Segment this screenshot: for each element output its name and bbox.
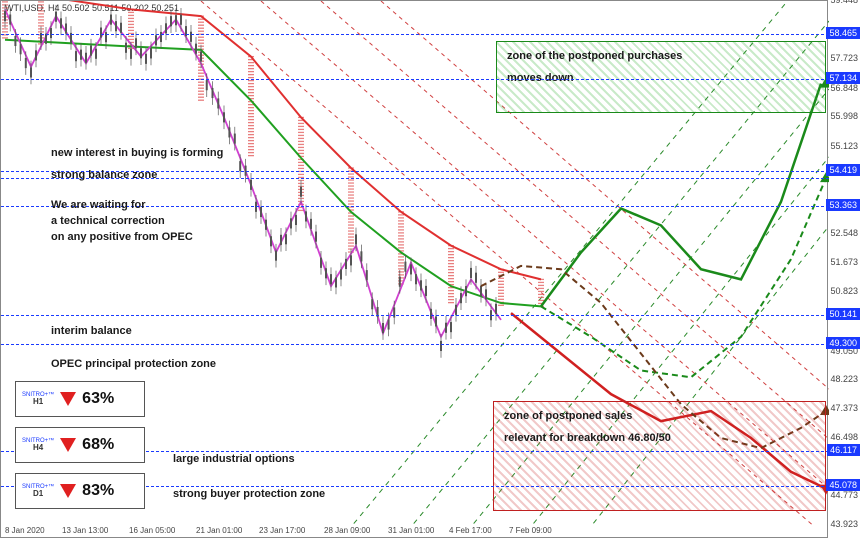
x-tick: 8 Jan 2020 bbox=[5, 526, 45, 535]
y-tick: 55.998 bbox=[830, 111, 858, 121]
y-level-marker: 45.078 bbox=[826, 479, 860, 491]
y-level-marker: 57.134 bbox=[826, 72, 860, 84]
y-axis: 59.448 57.723 56.848 55.998 55.123 52.548 51.6… bbox=[828, 0, 860, 538]
y-tick: 57.723 bbox=[830, 53, 858, 63]
chart-annotation: a technical correction bbox=[51, 215, 165, 227]
horizontal-level bbox=[1, 315, 829, 316]
y-tick: 50.823 bbox=[830, 286, 858, 296]
chart-annotation: large industrial options bbox=[173, 453, 295, 465]
y-tick: 55.123 bbox=[830, 141, 858, 151]
y-level-marker: 50.141 bbox=[826, 308, 860, 320]
chart-annotation: new interest in buying is forming bbox=[51, 147, 223, 159]
y-tick: 43.923 bbox=[830, 519, 858, 529]
x-axis: 8 Jan 2020 13 Jan 13:00 16 Jan 05:00 21 Jan… bbox=[1, 523, 829, 537]
x-tick: 7 Feb 09:00 bbox=[509, 526, 552, 535]
y-tick: 47.373 bbox=[830, 403, 858, 413]
horizontal-level bbox=[1, 344, 829, 345]
x-tick: 31 Jan 01:00 bbox=[388, 526, 434, 535]
zone-label: relevant for breakdown 46.80/50 bbox=[504, 432, 671, 444]
y-level-marker: 58.465 bbox=[826, 27, 860, 39]
chart-annotation: interim balance bbox=[51, 325, 132, 337]
y-tick: 59.448 bbox=[830, 0, 858, 5]
chart-annotation: We are waiting for bbox=[51, 199, 146, 211]
arrow-down-icon bbox=[60, 438, 76, 452]
x-tick: 21 Jan 01:00 bbox=[196, 526, 242, 535]
horizontal-level bbox=[1, 79, 829, 80]
chart-annotation: on any positive from OPEC bbox=[51, 231, 193, 243]
horizontal-level bbox=[1, 34, 829, 35]
y-tick: 48.223 bbox=[830, 374, 858, 384]
zone-label: zone of the postponed purchases bbox=[507, 50, 682, 62]
chart-annotation: strong buyer protection zone bbox=[173, 488, 325, 500]
arrow-down-icon bbox=[60, 484, 76, 498]
sell-zone: zone of postponed sales relevant for brea… bbox=[493, 401, 826, 511]
x-tick: 16 Jan 05:00 bbox=[129, 526, 175, 535]
price-chart[interactable]: WTI,USD, H4 50.502 50.511 50.202 50.251 … bbox=[0, 0, 828, 538]
x-tick: 4 Feb 17:00 bbox=[449, 526, 492, 535]
y-level-marker: 53.363 bbox=[826, 199, 860, 211]
y-level-marker: 49.300 bbox=[826, 337, 860, 349]
buy-zone: zone of the postponed purchases moves dow… bbox=[496, 41, 826, 113]
zone-label: zone of postponed sales bbox=[504, 410, 632, 422]
zone-label: moves down bbox=[507, 72, 574, 84]
x-tick: 23 Jan 17:00 bbox=[259, 526, 305, 535]
y-tick: 52.548 bbox=[830, 228, 858, 238]
y-level-marker: 46.117 bbox=[827, 444, 860, 456]
sentiment-percent: 83% bbox=[82, 482, 114, 500]
sentiment-percent: 68% bbox=[82, 436, 114, 454]
chart-annotation: OPEC principal protection zone bbox=[51, 358, 216, 370]
y-tick: 46.498 bbox=[830, 432, 858, 442]
arrow-down-icon bbox=[60, 392, 76, 406]
x-tick: 13 Jan 13:00 bbox=[62, 526, 108, 535]
sentiment-indicator: SNITRO+™H163% bbox=[15, 381, 145, 417]
x-tick: 28 Jan 09:00 bbox=[324, 526, 370, 535]
y-tick: 56.848 bbox=[830, 83, 858, 93]
y-tick: 44.773 bbox=[830, 490, 858, 500]
sentiment-indicator: SNITRO+™H468% bbox=[15, 427, 145, 463]
chart-annotation: strong balance zone bbox=[51, 169, 157, 181]
sentiment-indicator: SNITRO+™D183% bbox=[15, 473, 145, 509]
y-level-marker: 54.419 bbox=[826, 164, 860, 176]
sentiment-percent: 63% bbox=[82, 390, 114, 408]
y-tick: 51.673 bbox=[830, 257, 858, 267]
